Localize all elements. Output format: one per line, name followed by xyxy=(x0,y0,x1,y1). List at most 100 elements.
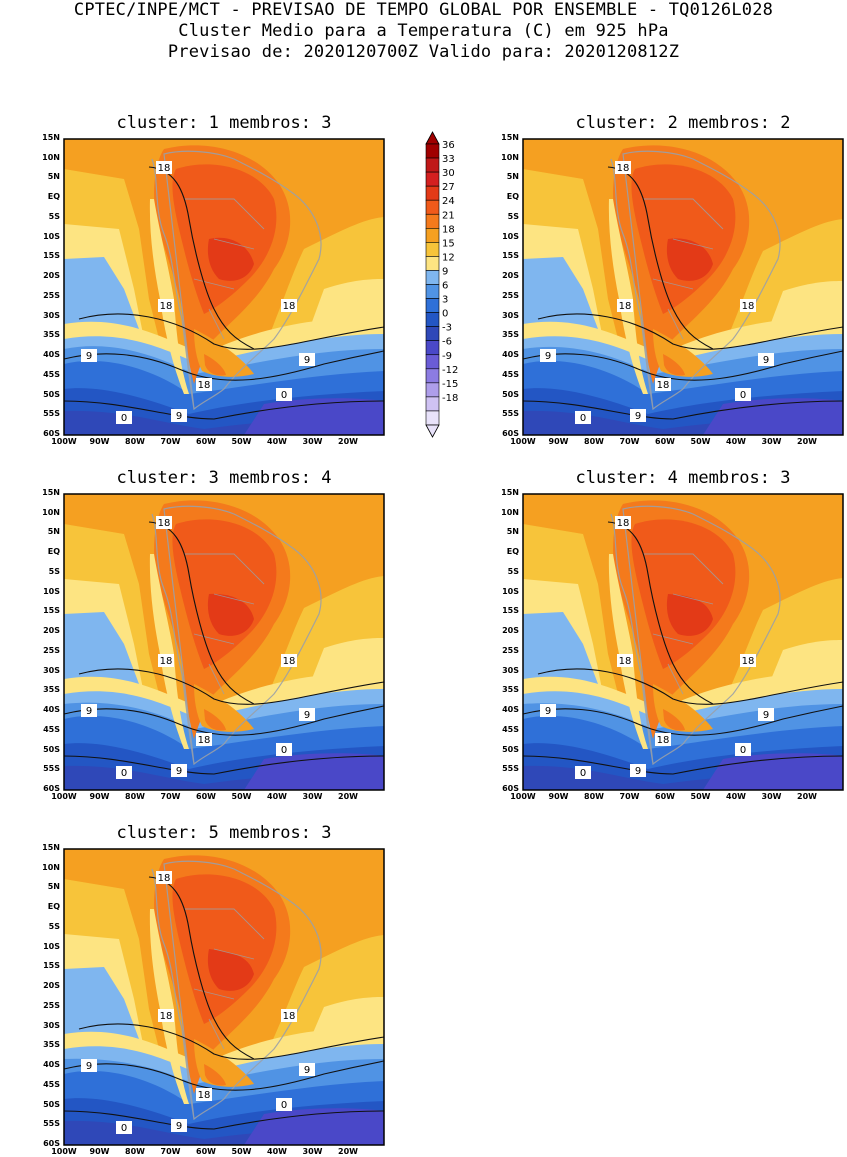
svg-text:9: 9 xyxy=(545,706,551,717)
lon-tick-label: 80W xyxy=(125,437,145,446)
lat-tick-label: 20S xyxy=(43,626,60,636)
colorbar-segment xyxy=(425,410,440,426)
lat-tick-label: 15N xyxy=(42,843,60,852)
contour-label: 18 xyxy=(281,299,297,312)
svg-text:9: 9 xyxy=(304,355,310,366)
contour-label: 9 xyxy=(540,704,556,717)
svg-text:0: 0 xyxy=(580,768,586,779)
lon-tick-label: 70W xyxy=(619,792,640,801)
lat-tick-label: 50S xyxy=(43,389,60,399)
lat-tick-label: 5N xyxy=(506,527,519,537)
contour-label: 18 xyxy=(156,161,172,174)
colorbar-segment xyxy=(425,256,440,271)
header-line-2: Cluster Medio para a Temperatura (C) em … xyxy=(178,21,669,41)
lat-tick-label: 20S xyxy=(43,271,60,281)
lon-tick-label: 20W xyxy=(338,437,358,446)
colorbar-top-arrow xyxy=(425,131,440,145)
lat-tick-label: 60S xyxy=(43,784,60,793)
lon-tick-label: 90W xyxy=(89,792,110,801)
contour-label: 0 xyxy=(575,411,591,424)
lon-tick-label: 90W xyxy=(89,437,110,446)
svg-text:18: 18 xyxy=(617,163,630,174)
lat-tick-label: 30S xyxy=(43,665,60,675)
svg-text:18: 18 xyxy=(160,301,173,312)
lon-tick-label: 60W xyxy=(655,792,675,801)
lat-tick-label: 30S xyxy=(43,310,60,320)
lat-tick-label: 5S xyxy=(48,566,60,576)
lat-tick-label: 35S xyxy=(43,1040,60,1050)
lat-tick-label: 20S xyxy=(43,981,60,991)
contour-label: 9 xyxy=(299,708,315,721)
lon-tick-label: 80W xyxy=(125,792,145,801)
svg-text:18: 18 xyxy=(283,301,296,312)
colorbar-segment xyxy=(425,312,440,327)
lat-tick-label: EQ xyxy=(47,547,60,557)
lat-tick-label: 40S xyxy=(502,705,519,715)
lat-tick-label: EQ xyxy=(506,547,519,557)
lat-tick-label: 15S xyxy=(43,251,60,261)
lat-tick-label: 55S xyxy=(43,764,60,774)
svg-text:18: 18 xyxy=(158,518,171,529)
lat-tick-label: 10S xyxy=(43,941,60,951)
lat-tick-label: 50S xyxy=(502,744,519,754)
lat-tick-label: 5N xyxy=(47,882,60,892)
colorbar-tick-label: 3 xyxy=(442,295,448,306)
lat-tick-label: 40S xyxy=(43,1060,60,1070)
colorbar-bottom-arrow xyxy=(425,424,440,438)
lat-tick-label: 5N xyxy=(47,172,60,182)
lat-tick-label: 25S xyxy=(43,1000,60,1010)
lat-tick-label: 30S xyxy=(502,310,519,320)
contour-label: 9 xyxy=(540,349,556,362)
lon-tick-label: 30W xyxy=(761,792,782,801)
svg-text:9: 9 xyxy=(763,710,769,721)
contour-label: 9 xyxy=(299,353,315,366)
lon-tick-label: 70W xyxy=(160,437,181,446)
svg-text:9: 9 xyxy=(635,411,641,422)
lat-tick-label: 30S xyxy=(502,665,519,675)
colorbar-tick-label: 27 xyxy=(442,182,455,193)
lon-tick-label: 50W xyxy=(690,437,711,446)
lat-tick-label: 40S xyxy=(43,705,60,715)
contour-label: 9 xyxy=(171,764,187,777)
svg-text:18: 18 xyxy=(742,656,755,667)
contour-label: 18 xyxy=(158,1009,174,1022)
lon-tick-label: 100W xyxy=(51,792,77,801)
lat-tick-label: 45S xyxy=(502,369,519,379)
contour-label: 18 xyxy=(156,871,172,884)
colorbar-segment xyxy=(425,382,440,398)
colorbar-tick-label: -15 xyxy=(442,379,458,390)
lon-tick-label: 50W xyxy=(231,1147,252,1156)
lat-tick-label: EQ xyxy=(47,192,60,202)
lat-tick-label: 10S xyxy=(502,231,519,241)
contour-label: 18 xyxy=(655,378,671,391)
svg-text:9: 9 xyxy=(86,706,92,717)
lat-tick-label: 15S xyxy=(43,606,60,616)
lat-tick-label: 55S xyxy=(502,764,519,774)
svg-text:9: 9 xyxy=(304,710,310,721)
lon-tick-label: 30W xyxy=(761,437,782,446)
contour-label: 9 xyxy=(171,1119,187,1132)
lon-tick-label: 100W xyxy=(51,437,77,446)
colorbar-segment xyxy=(425,298,440,313)
svg-text:0: 0 xyxy=(121,1123,127,1134)
map-panel-3: 18 18 18 18 9 9 9 0 0 xyxy=(63,493,385,791)
contour-label: 9 xyxy=(758,708,774,721)
contour-label: 9 xyxy=(171,409,187,422)
svg-text:18: 18 xyxy=(657,380,670,391)
map-panel-1: 18 18 18 18 9 9 9 0 0 xyxy=(63,138,385,436)
lat-tick-label: 10S xyxy=(43,231,60,241)
lon-tick-label: 80W xyxy=(125,1147,145,1156)
lat-tick-label: 45S xyxy=(43,1079,60,1089)
lon-tick-label: 100W xyxy=(51,1147,77,1156)
lat-tick-label: 5N xyxy=(47,527,60,537)
colorbar-tick-label: -9 xyxy=(442,351,452,362)
colorbar-tick-label: 21 xyxy=(442,210,455,221)
contour-label: 9 xyxy=(81,704,97,717)
lat-tick-label: 10N xyxy=(501,152,519,162)
contour-label: 0 xyxy=(735,743,751,756)
panel-title-5: cluster: 5 membros: 3 xyxy=(116,823,332,843)
lon-tick-label: 60W xyxy=(196,792,216,801)
lon-tick-label: 90W xyxy=(548,792,569,801)
colorbar-segment xyxy=(425,284,440,299)
